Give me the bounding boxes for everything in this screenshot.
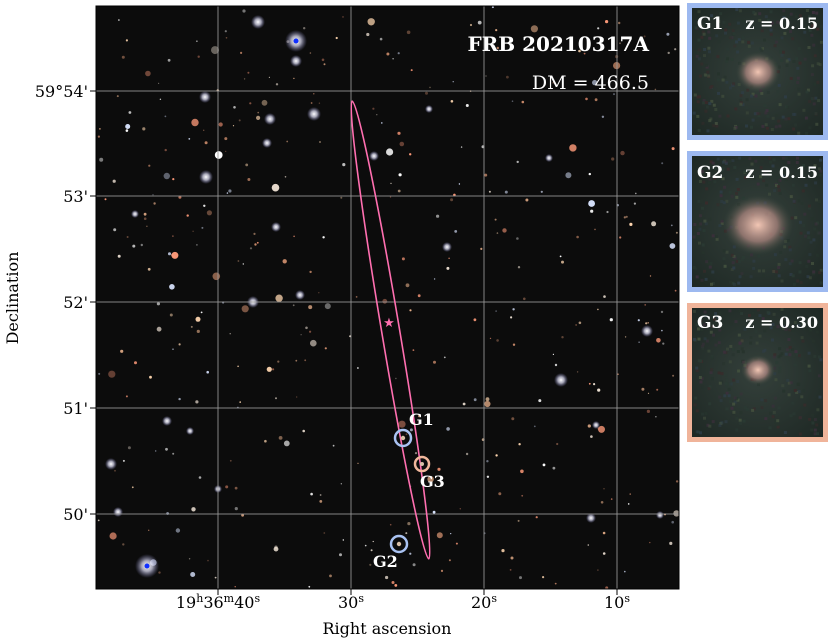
- dec-tick-label: 59°54': [35, 82, 88, 101]
- inset-redshift: z = 0.30: [745, 313, 818, 332]
- inset-g2: G2 z = 0.15: [687, 151, 828, 292]
- ra-tick-label: 30s: [338, 592, 364, 612]
- marker-label-g2: G2: [373, 552, 398, 571]
- inset-name: G2: [697, 163, 723, 183]
- marker-g1: [393, 428, 413, 448]
- marker-g3: [413, 455, 431, 473]
- inset-redshift: z = 0.15: [745, 14, 818, 33]
- ra-tick-label: 10s: [604, 592, 630, 612]
- dec-tick-label: 52': [63, 293, 88, 312]
- inset-redshift: z = 0.15: [745, 163, 818, 182]
- inset-name: G3: [697, 313, 723, 333]
- dec-tick-label: 53': [63, 187, 88, 206]
- sky-frame: [95, 5, 680, 590]
- y-axis-label: Declination: [3, 252, 22, 345]
- ra-tick-label: 20s: [471, 592, 497, 612]
- star-field: [97, 6, 680, 590]
- dec-tick-label: 51': [63, 399, 88, 418]
- marker-label-g1: G1: [409, 410, 434, 429]
- inset-g3: G3 z = 0.30: [687, 303, 828, 442]
- dec-tick-label: 50': [63, 505, 88, 524]
- sky-image: [96, 6, 679, 589]
- frb-localization-ellipse: [350, 100, 431, 560]
- dm-label: DM = 466.5: [532, 72, 649, 94]
- ra-tick-label: 19h36m40s: [176, 592, 261, 612]
- marker-g2: [389, 534, 409, 554]
- inset-g1: G1 z = 0.15: [687, 3, 828, 140]
- frb-position-star: ★: [383, 316, 395, 331]
- x-axis-label: Right ascension: [323, 619, 452, 638]
- frb-title: FRB 20210317A: [467, 32, 649, 56]
- inset-name: G1: [697, 14, 723, 34]
- marker-label-g3: G3: [420, 472, 445, 491]
